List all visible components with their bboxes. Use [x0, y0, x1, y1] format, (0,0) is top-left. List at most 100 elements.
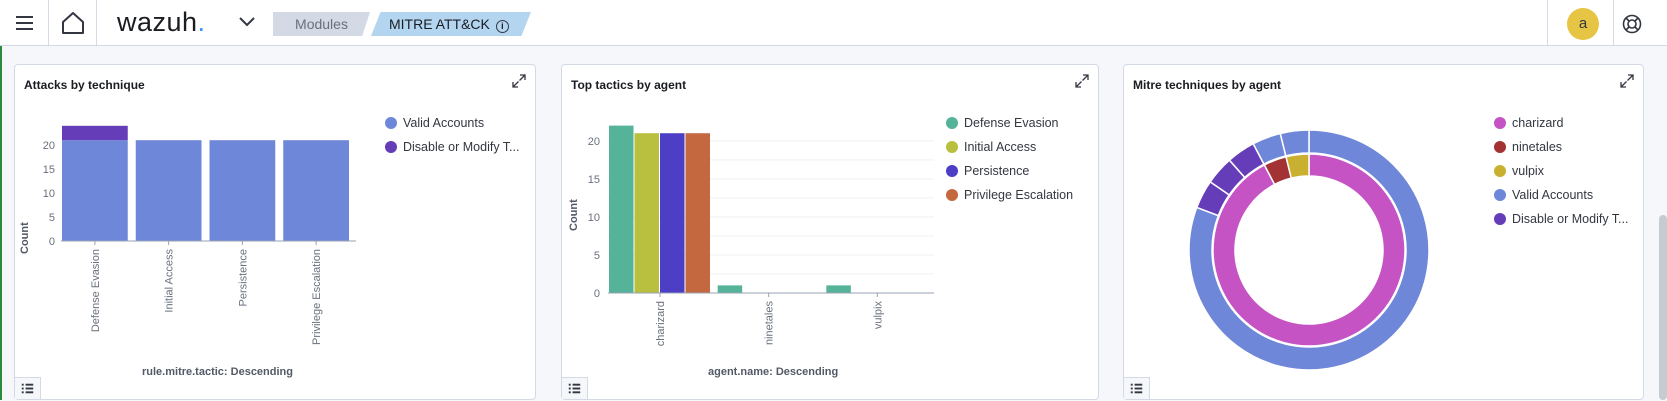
bar [634, 133, 659, 293]
attacks-by-technique-chart: 0 5 10 15 20 Defense Evasion Initial Access Per… [43, 125, 356, 345]
panel-title: Attacks by technique [24, 78, 145, 92]
legend-swatch [1494, 165, 1506, 177]
header-divider [1547, 0, 1548, 46]
legend-label: Valid Accounts [403, 116, 485, 130]
y-tick-label: 20 [588, 136, 600, 148]
legend-label: Privilege Escalation [964, 188, 1074, 202]
panel-title: Mitre techniques by agent [1133, 78, 1282, 92]
x-tick-label: Privilege Escalation [311, 249, 323, 345]
home-icon[interactable] [60, 10, 86, 36]
bar [283, 140, 349, 241]
bar [717, 285, 743, 293]
breadcrumb-modules[interactable]: Modules [273, 12, 370, 36]
y-tick-label: 10 [588, 212, 600, 224]
bar [826, 285, 851, 293]
bar [609, 125, 634, 293]
legend-swatch [385, 117, 397, 129]
x-tick-label: Initial Access [164, 249, 176, 313]
panel-title: Top tactics by agent [571, 78, 687, 92]
legend-item[interactable]: ninetales [1494, 139, 1628, 163]
legend-swatch [1494, 189, 1506, 201]
legend-item[interactable]: Initial Access [946, 139, 1073, 163]
bar [62, 125, 128, 141]
info-icon: i [495, 20, 509, 33]
expand-icon[interactable] [1619, 73, 1635, 89]
x-axis-title: rule.mitre.tactic: Descending [142, 366, 293, 378]
legend-label: vulpix [1512, 164, 1544, 178]
legend-item[interactable]: Persistence [946, 163, 1073, 187]
y-tick-label: 5 [594, 250, 600, 262]
legend-swatch [946, 189, 958, 201]
legend-toggle-icon[interactable] [562, 377, 588, 399]
legend-toggle-icon[interactable] [15, 377, 41, 399]
legend-item[interactable]: Valid Accounts [385, 115, 519, 139]
breadcrumb-mitre-attack[interactable]: MITRE ATT&CK i [371, 12, 531, 36]
y-tick-label: 15 [588, 174, 600, 186]
window-edge [0, 0, 2, 400]
legend-swatch [946, 141, 958, 153]
legend-label: charizard [1512, 116, 1564, 130]
menu-icon[interactable] [14, 12, 36, 34]
legend-swatch [946, 165, 958, 177]
donut-slice [1279, 129, 1310, 157]
y-tick-label: 20 [43, 140, 55, 152]
expand-icon[interactable] [1074, 73, 1090, 89]
legend-item[interactable]: Valid Accounts [1494, 187, 1628, 211]
chart-legend: charizard ninetales vulpix Valid Accounts Di… [1494, 115, 1628, 235]
legend-swatch [385, 141, 397, 153]
y-axis-title: Count [19, 222, 31, 254]
bar [685, 133, 710, 293]
chevron-down-icon[interactable] [237, 15, 257, 29]
chart-legend: Defense Evasion Initial Access Persistence… [946, 115, 1073, 211]
x-axis-title: agent.name: Descending [708, 366, 839, 378]
x-tick-label: vulpix [872, 301, 884, 330]
mitre-techniques-donut-chart [1188, 129, 1430, 371]
legend-label: Defense Evasion [964, 116, 1059, 130]
legend-label: Persistence [964, 164, 1030, 178]
legend-swatch [946, 117, 958, 129]
donut-slice [1285, 153, 1310, 180]
y-tick-label: 10 [43, 188, 55, 200]
legend-item[interactable]: vulpix [1494, 163, 1628, 187]
legend-swatch [1494, 117, 1506, 129]
legend-swatch [1494, 141, 1506, 153]
donut-slice [1188, 129, 1430, 371]
legend-label: Valid Accounts [1512, 188, 1594, 202]
x-tick-label: Defense Evasion [90, 249, 102, 332]
legend-item[interactable]: charizard [1494, 115, 1628, 139]
panel-mitre-techniques-by-agent: Mitre techniques by agent charizard ninet… [1123, 64, 1644, 400]
wazuh-logo[interactable]: wazuh. [117, 7, 206, 37]
header-divider [48, 0, 49, 46]
legend-label: Disable or Modify T... [1512, 212, 1629, 226]
y-tick-label: 15 [43, 164, 55, 176]
legend-label: Initial Access [964, 140, 1037, 154]
legend-item[interactable]: Disable or Modify T... [1494, 211, 1628, 235]
page-scrollbar[interactable] [1659, 215, 1667, 400]
top-tactics-by-agent-chart: 0 5 10 15 20 charizard ninetales vulpix [588, 125, 934, 346]
help-lifebuoy-icon[interactable] [1621, 13, 1643, 35]
user-avatar[interactable]: a [1567, 8, 1599, 40]
chart-legend: Valid Accounts Disable or Modify T... [385, 115, 519, 163]
y-tick-label: 5 [49, 212, 55, 224]
donut-slice [1212, 153, 1406, 347]
x-tick-label: charizard [655, 301, 667, 346]
legend-item[interactable]: Disable or Modify T... [385, 139, 519, 163]
legend-toggle-icon[interactable] [1124, 377, 1150, 399]
legend-item[interactable]: Defense Evasion [946, 115, 1073, 139]
header-divider [96, 0, 97, 46]
legend-swatch [1494, 213, 1506, 225]
y-tick-label: 0 [594, 288, 600, 300]
header-divider [1613, 0, 1614, 46]
top-header: wazuh. Modules MITRE ATT&CK i a [0, 0, 1667, 46]
y-tick-label: 0 [49, 236, 55, 248]
bar [62, 140, 128, 241]
x-tick-label: Persistence [237, 249, 249, 306]
y-axis-title: Count [568, 199, 580, 231]
legend-item[interactable]: Privilege Escalation [946, 187, 1073, 211]
x-tick-label: ninetales [764, 301, 776, 346]
legend-label: ninetales [1512, 140, 1563, 154]
panel-top-tactics-by-agent: Top tactics by agent 0 5 10 15 20 charizard ni… [561, 64, 1099, 400]
bar [209, 140, 276, 241]
expand-icon[interactable] [511, 73, 527, 89]
legend-label: Disable or Modify T... [403, 140, 520, 154]
